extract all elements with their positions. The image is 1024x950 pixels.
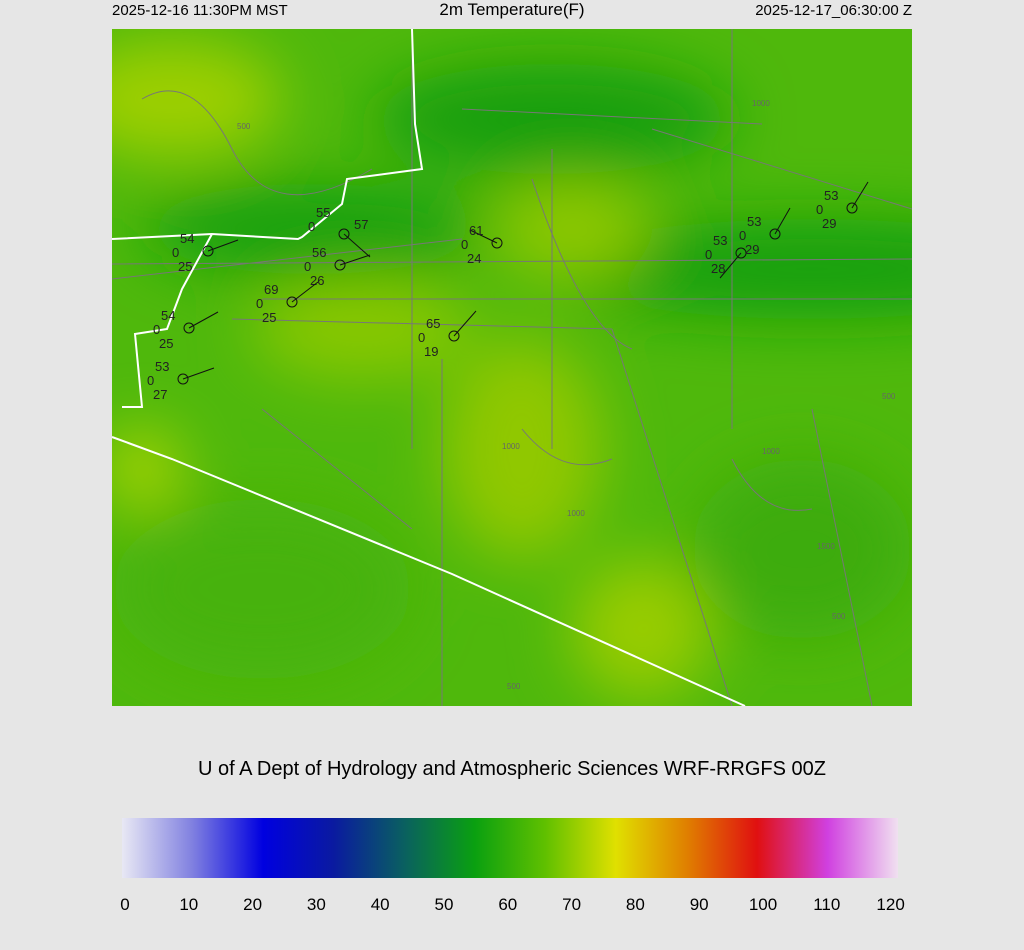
station-dewpoint: 29 <box>745 242 759 257</box>
contour-label: 500 <box>832 612 846 621</box>
station-value: 0 <box>304 259 311 274</box>
station-temp: 54 <box>161 308 175 323</box>
wind-barb <box>339 254 371 266</box>
station-value: 0 <box>153 322 160 337</box>
valid-time: 2025-12-17_06:30:00 Z <box>755 2 912 19</box>
wind-barb <box>453 310 477 337</box>
station-temp: 54 <box>180 231 194 246</box>
station-temp: 53 <box>824 188 838 203</box>
temperature-field <box>112 39 912 699</box>
station-dewpoint: 29 <box>822 216 836 231</box>
contour-label: 1000 <box>762 447 780 456</box>
station-dewpoint: 25 <box>262 310 276 325</box>
contour-label: 500 <box>507 682 521 691</box>
colorbar-tick: 60 <box>498 895 518 914</box>
station-value: 0 <box>308 219 315 234</box>
colorbar-tick: 0 <box>120 895 130 914</box>
contour-label: 1000 <box>502 442 520 451</box>
station-circle <box>735 247 747 259</box>
station-value: 0 <box>705 247 712 262</box>
colorbar-tick: 90 <box>689 895 709 914</box>
station-dewpoint: 25 <box>178 259 192 274</box>
wind-barb <box>291 281 319 303</box>
station-temp: 55 <box>316 205 330 220</box>
station-circle <box>202 245 214 257</box>
credit-line: U of A Dept of Hydrology and Atmospheric… <box>197 758 827 780</box>
station-value: 0 <box>256 296 263 311</box>
station-dewpoint: 28 <box>711 261 725 276</box>
station-temp: 69 <box>264 282 278 297</box>
station-temp: 53 <box>747 214 761 229</box>
wind-barb <box>774 207 791 235</box>
station-temp: 65 <box>426 316 440 331</box>
wind-barb <box>719 252 742 279</box>
station-dewpoint: 27 <box>153 387 167 402</box>
colorbar-tick: 50 <box>434 895 454 914</box>
colorbar-tick: 120 <box>876 895 905 914</box>
station-circle <box>491 237 503 249</box>
station-value: 0 <box>816 202 823 217</box>
station-value: 0 <box>147 373 154 388</box>
contour-label: 1000 <box>567 509 585 518</box>
station-value: 0 <box>739 228 746 243</box>
colorbar-tick: 80 <box>625 895 645 914</box>
station-dewpoint: 57 <box>354 217 368 232</box>
wind-barb <box>469 229 498 244</box>
station-circle <box>448 330 460 342</box>
station-value: 0 <box>172 245 179 260</box>
wind-barb <box>182 367 215 380</box>
colorbar <box>122 818 898 878</box>
station-dewpoint: 26 <box>310 273 324 288</box>
colorbar-tick: 10 <box>179 895 199 914</box>
colorbar-tick: 110 <box>813 895 841 914</box>
station-circle <box>334 259 346 271</box>
station-temp: 53 <box>155 359 169 374</box>
station-plot[interactable]: 550 57 <box>308 205 371 258</box>
colorbar-tick: 100 <box>748 895 778 914</box>
station-circle <box>338 228 350 240</box>
contour-label: 1000 <box>752 99 770 108</box>
local-time: 2025-12-16 11:30PM MST <box>112 2 288 19</box>
colorbar-tick: 70 <box>562 895 582 914</box>
road-network <box>112 29 912 706</box>
contour-label: 500 <box>237 122 251 131</box>
station-temp: 56 <box>312 245 326 260</box>
wind-barb <box>343 233 371 258</box>
wind-barb <box>188 311 219 329</box>
state-border <box>112 29 746 706</box>
wind-barb <box>207 239 239 252</box>
station-value: 0 <box>461 237 468 252</box>
colorbar-tick: 40 <box>370 895 390 914</box>
contour-label: 1500 <box>817 542 835 551</box>
map-title: 2m Temperature(F) <box>439 0 585 19</box>
station-dewpoint: 25 <box>159 336 173 351</box>
station-temp: 61 <box>469 223 483 238</box>
colorbar-tick: 30 <box>306 895 326 914</box>
station-dewpoint: 19 <box>424 344 438 359</box>
station-circle <box>846 202 858 214</box>
station-circle <box>183 322 195 334</box>
colorbar-tick: 20 <box>243 895 263 914</box>
station-temp: 53 <box>713 233 727 248</box>
wind-barb <box>851 181 869 209</box>
station-circle <box>286 296 298 308</box>
station-dewpoint: 24 <box>467 251 481 266</box>
station-value: 0 <box>418 330 425 345</box>
station-circle <box>177 373 189 385</box>
station-circle <box>769 228 781 240</box>
contour-label: 500 <box>882 392 896 401</box>
